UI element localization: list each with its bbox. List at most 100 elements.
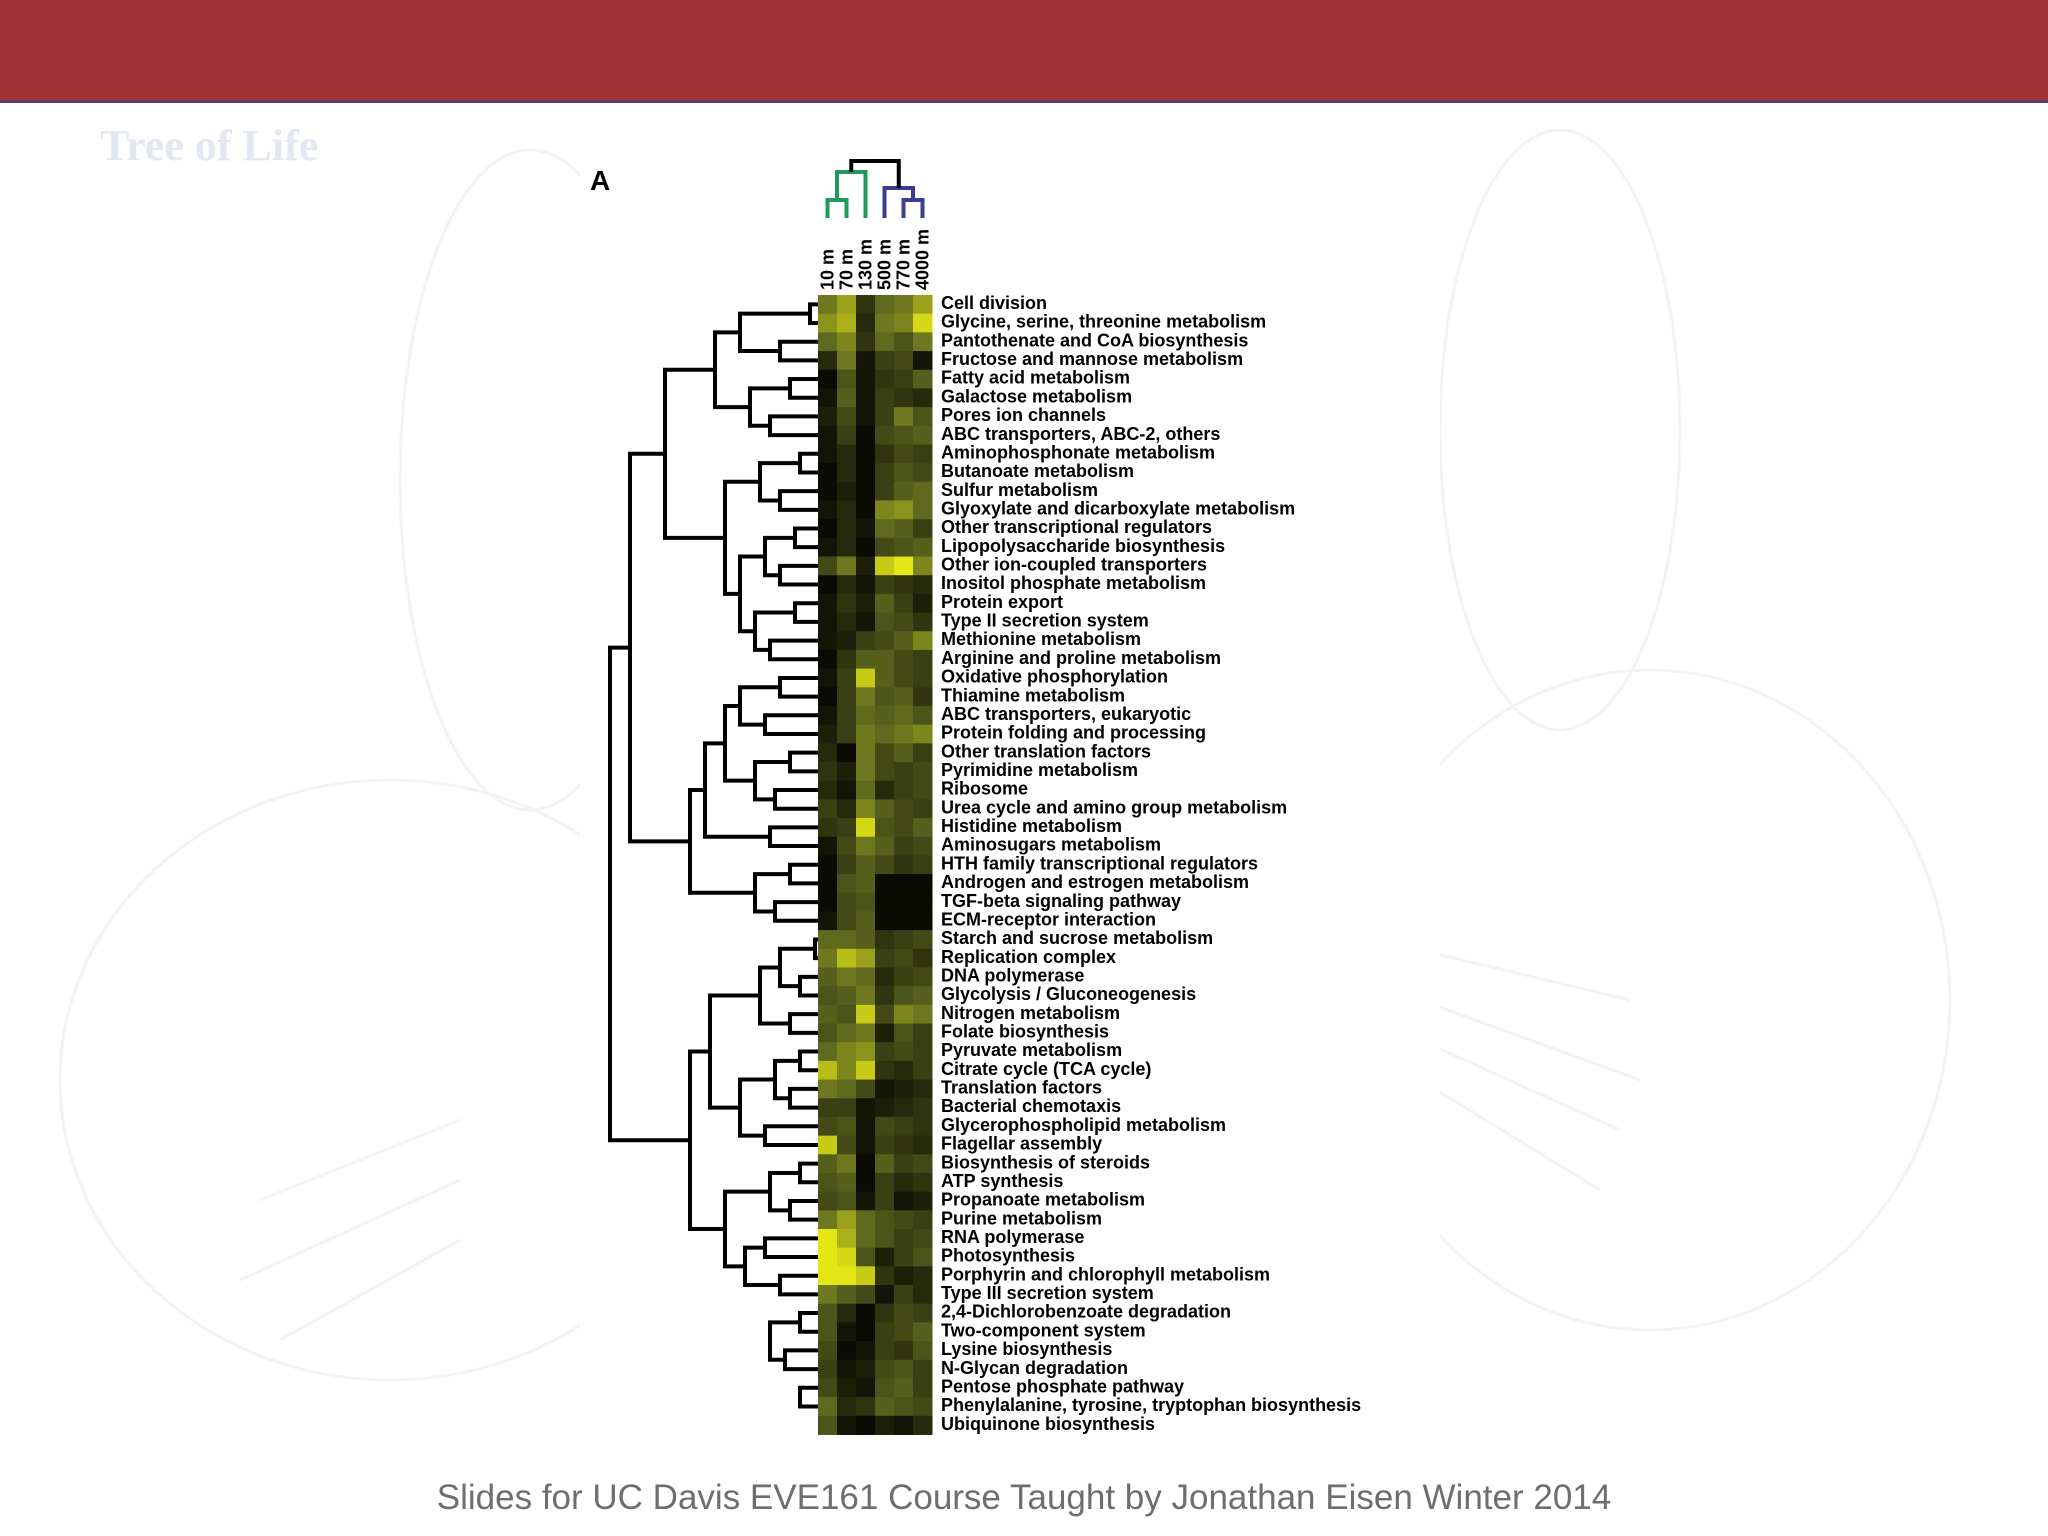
heatmap-cell	[913, 1042, 933, 1062]
heatmap-cell	[818, 967, 838, 987]
heatmap-cell	[894, 1285, 914, 1305]
heatmap-cell	[913, 1266, 933, 1286]
heatmap-cell	[894, 705, 914, 726]
heatmap-cell	[856, 425, 876, 445]
heatmap-cell	[913, 668, 933, 688]
heatmap-cell	[894, 537, 914, 558]
heatmap-cell	[837, 1322, 857, 1342]
row-tree-branch	[763, 1236, 818, 1260]
heatmap-cell	[856, 1004, 876, 1025]
heatmap-cell	[894, 930, 914, 950]
heatmap-cell	[818, 407, 838, 427]
row-label: Sulfur metabolism	[941, 480, 1098, 500]
heatmap-cell	[856, 836, 876, 856]
heatmap-cell	[837, 463, 857, 483]
heatmap-cell	[856, 1116, 876, 1137]
heatmap-cell	[837, 481, 857, 501]
heatmap-cell	[837, 930, 857, 950]
heatmap-cell	[856, 369, 876, 389]
heatmap-cell	[875, 295, 895, 315]
heatmap-cell	[837, 780, 857, 800]
heatmap-cell	[894, 649, 914, 670]
heatmap-cell	[856, 444, 876, 464]
heatmap-cell	[818, 295, 838, 315]
heatmap-cell	[875, 1247, 895, 1267]
heatmap-cell	[837, 500, 857, 520]
heatmap-cell	[894, 967, 914, 987]
heatmap-cell	[818, 687, 838, 707]
heatmap-cell	[875, 1004, 895, 1025]
heatmap-cell	[913, 948, 933, 968]
heatmap-cell	[894, 762, 914, 782]
row-label: Translation factors	[941, 1078, 1102, 1098]
heatmap-cell	[894, 1303, 914, 1323]
heatmap-cell	[875, 1079, 895, 1099]
heatmap-cell	[894, 351, 914, 371]
heatmap-cell	[875, 724, 895, 744]
heatmap-cell	[818, 911, 838, 931]
heatmap-cell	[894, 1154, 914, 1174]
row-tree-branch	[798, 1049, 818, 1073]
heatmap-cell	[894, 1042, 914, 1062]
heatmap-cell	[913, 1341, 933, 1361]
row-tree-branch	[798, 451, 818, 475]
heatmap-cell	[894, 1023, 914, 1043]
heatmap-cell	[856, 930, 876, 950]
heatmap-cell	[856, 295, 876, 315]
row-label: Glycerophospholipid metabolism	[941, 1115, 1226, 1135]
row-tree-branch	[793, 526, 818, 550]
heatmap-cell	[894, 1172, 914, 1193]
column-label: 70 m	[837, 249, 857, 290]
column-dendrogram	[825, 159, 925, 218]
heatmap-cell	[875, 612, 895, 632]
row-tree-branch	[608, 645, 690, 1143]
heatmap-cell	[913, 1154, 933, 1174]
heatmap-cell	[818, 463, 838, 483]
heatmap-cell	[875, 556, 895, 576]
heatmap-cell	[818, 1397, 838, 1417]
row-label: Folate biosynthesis	[941, 1022, 1109, 1042]
heatmap-cell	[875, 874, 895, 894]
heatmap-cell	[875, 705, 895, 726]
heatmap-cell	[894, 556, 914, 576]
row-label: Nitrogen metabolism	[941, 1003, 1120, 1023]
row-label: Replication complex	[941, 947, 1116, 967]
heatmap-cell	[913, 500, 933, 520]
heatmap-cell	[894, 1266, 914, 1286]
row-tree-branch	[793, 601, 818, 624]
heatmap-cell	[837, 874, 857, 894]
row-tree-branch	[768, 1170, 800, 1213]
heatmap-cell	[875, 762, 895, 782]
heatmap-cell	[837, 1023, 857, 1043]
heatmap-cell	[913, 444, 933, 464]
heatmap-cell	[875, 1415, 895, 1435]
heatmap-cell	[837, 967, 857, 987]
heatmap-cell	[837, 295, 857, 315]
heatmap-cell	[913, 1303, 933, 1323]
heatmap-cell	[837, 1341, 857, 1361]
heatmap-cell	[894, 295, 914, 315]
heatmap-cell	[894, 388, 914, 408]
heatmap-cell	[856, 1023, 876, 1043]
heatmap-cell	[856, 1229, 876, 1249]
heatmap-cell	[856, 1079, 876, 1099]
heatmap-cell	[875, 836, 895, 856]
heatmap-cell	[856, 1285, 876, 1305]
heatmap-cell	[913, 519, 933, 539]
heatmap-cell	[875, 1341, 895, 1361]
heatmap-cell	[837, 631, 857, 651]
row-label: Other translation factors	[941, 741, 1151, 761]
heatmap-cell	[856, 313, 876, 333]
heatmap-cell	[837, 407, 857, 427]
heatmap-cell	[818, 388, 838, 408]
column-tree-root	[849, 159, 901, 188]
heatmap-cell	[837, 818, 857, 838]
row-label: HTH family transcriptional regulators	[941, 853, 1258, 873]
heatmap-cell	[913, 295, 933, 315]
row-tree-branch	[773, 1058, 800, 1101]
row-label: Glycine, serine, threonine metabolism	[941, 312, 1266, 332]
heatmap-cell	[837, 799, 857, 819]
heatmap-cell	[818, 780, 838, 800]
heatmap-cell	[875, 519, 895, 539]
heatmap-cell	[818, 948, 838, 968]
